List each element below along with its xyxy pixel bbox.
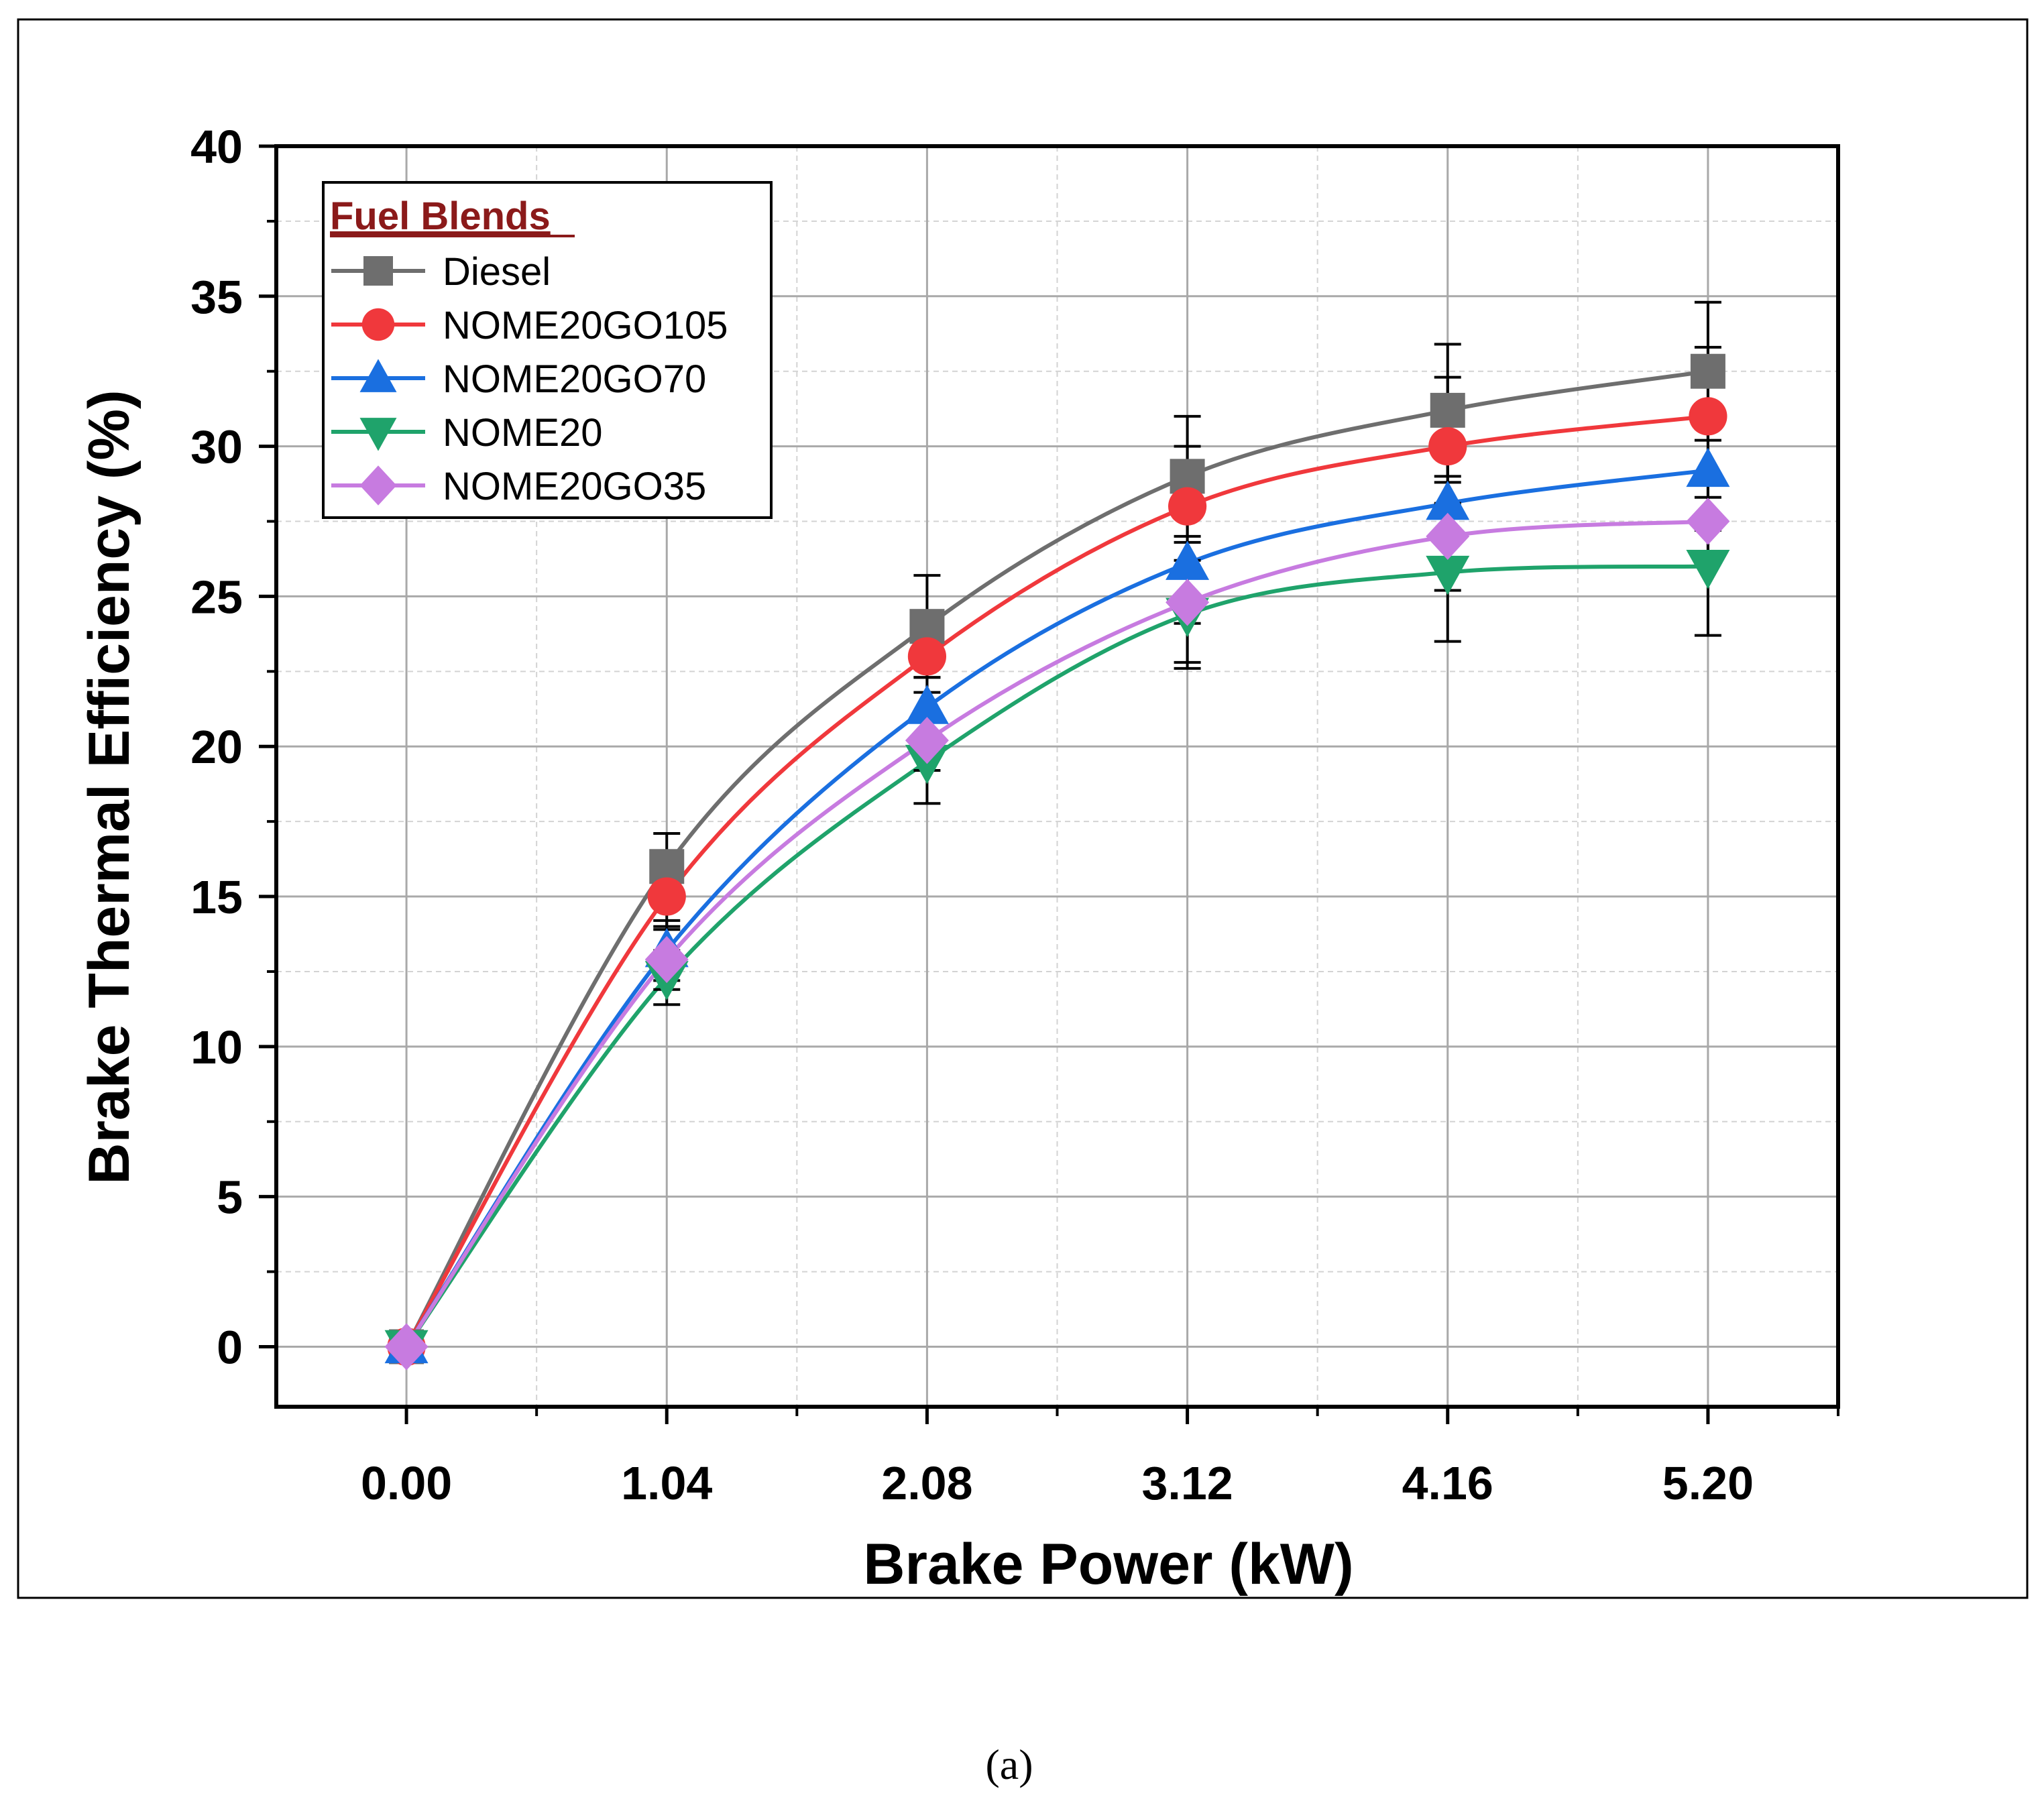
legend-title: Fuel Blends [330, 194, 551, 238]
y-axis-title: Brake Thermal Efficiency (%) [77, 390, 141, 1184]
figure-caption: (a) [985, 1741, 1033, 1788]
data-point-3 [1426, 555, 1470, 595]
data-point-1 [1428, 427, 1467, 466]
legend-label: NOME20GO35 [443, 465, 706, 508]
data-point-4 [905, 717, 949, 764]
x-tick-label: 5.20 [1662, 1457, 1754, 1509]
data-point-3 [1686, 549, 1730, 589]
data-point-1 [1168, 487, 1207, 526]
legend-swatch-marker [361, 308, 395, 341]
x-tick-label: 4.16 [1402, 1457, 1493, 1509]
data-point-4 [1686, 498, 1730, 545]
grid [276, 145, 1839, 1407]
x-tick-label: 1.04 [621, 1457, 712, 1509]
data-point-2 [1166, 540, 1210, 580]
data-point-1 [907, 637, 947, 676]
legend-label: Diesel [443, 250, 551, 294]
y-tick-label: 40 [190, 121, 243, 173]
data-point-4 [1166, 579, 1210, 626]
y-tick-label: 35 [190, 271, 243, 323]
legend-label: NOME20GO70 [443, 357, 706, 401]
legend-swatch-marker [359, 465, 397, 506]
y-tick-label: 30 [190, 421, 243, 473]
data-point-1 [647, 877, 686, 916]
series [384, 300, 1730, 1371]
y-tick-label: 20 [190, 721, 243, 773]
legend-swatch-marker [359, 359, 397, 392]
legend-label: NOME20 [443, 411, 603, 455]
legend-swatch-marker [359, 418, 397, 451]
y-tick-label: 15 [190, 871, 243, 923]
y-tick-label: 10 [190, 1021, 243, 1073]
data-point-3 [905, 744, 949, 785]
y-tick-label: 0 [217, 1321, 243, 1373]
ticks: 0.00 1.04 2.08 3.12 4.16 5.20 0 5 10 15 20 25 30 35 40 [190, 121, 1839, 1509]
legend-label: NOME20GO105 [443, 304, 728, 347]
legend: Fuel Blends Diesel NOME20GO105 NOME20GO70 NO… [322, 181, 773, 519]
figure-frame [17, 18, 2029, 1599]
data-point-2 [905, 685, 949, 724]
data-point-1 [1689, 397, 1727, 436]
legend-box [322, 181, 773, 519]
data-point-0 [1430, 392, 1465, 428]
data-point-0 [1690, 353, 1725, 389]
x-axis-title: Brake Power (kW) [863, 1532, 1353, 1596]
data-point-4 [384, 1323, 429, 1371]
legend-swatch-marker [363, 256, 393, 286]
y-tick-label: 5 [217, 1171, 243, 1224]
x-tick-label: 0.00 [361, 1457, 452, 1509]
data-point-4 [644, 935, 689, 984]
y-tick-label: 25 [190, 571, 243, 623]
data-point-2 [1686, 447, 1730, 487]
x-tick-label: 2.08 [881, 1457, 972, 1509]
x-tick-label: 3.12 [1141, 1457, 1233, 1509]
data-point-2 [1426, 480, 1470, 520]
data-point-4 [1426, 512, 1470, 561]
